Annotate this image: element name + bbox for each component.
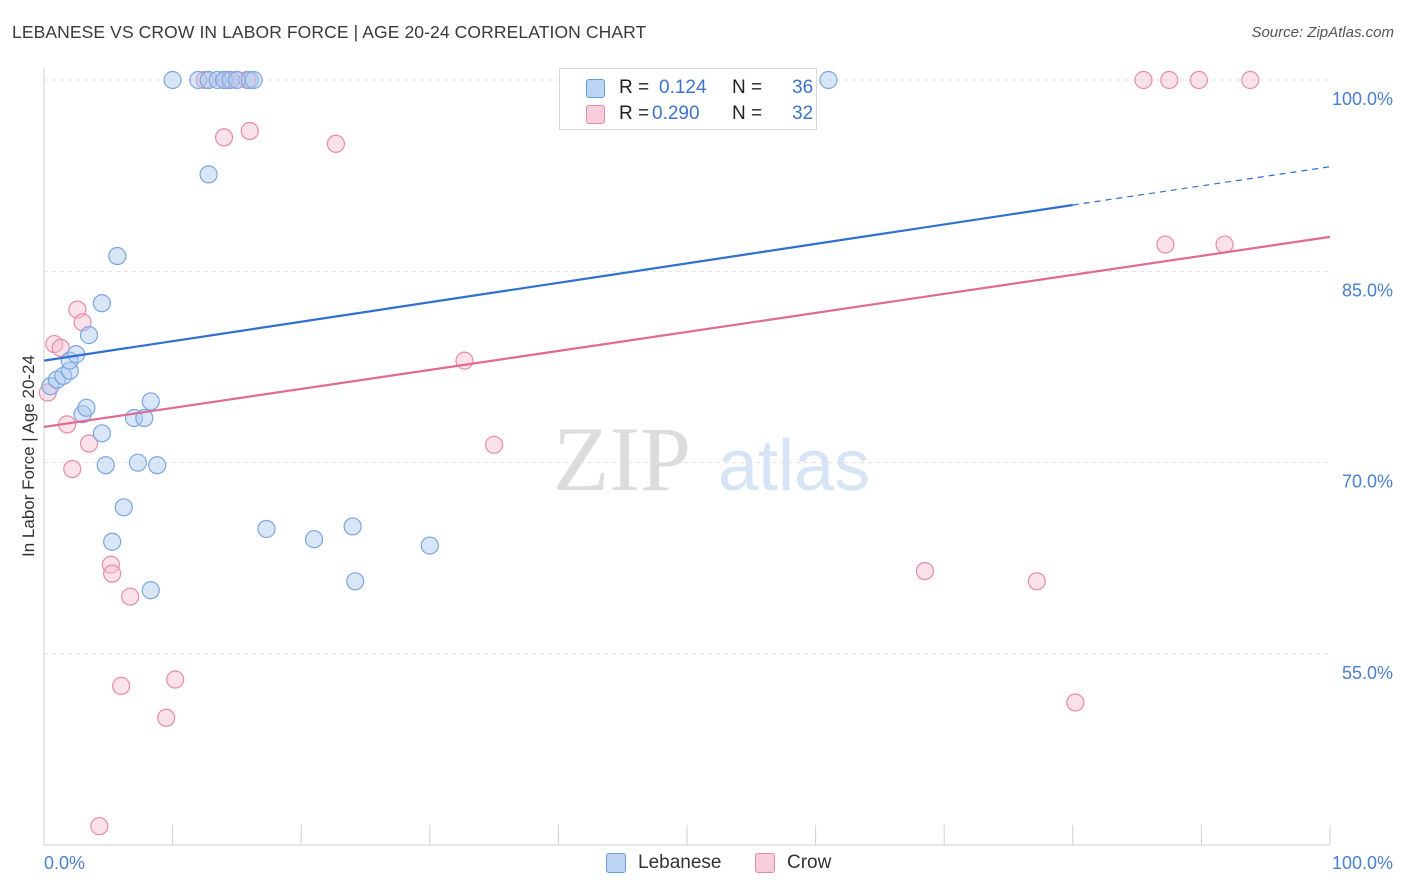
data-point-crow <box>195 70 214 90</box>
data-point-lebanese <box>60 361 79 380</box>
data-point-crow <box>63 459 82 479</box>
y-tick-label: 55.0% <box>1342 663 1393 683</box>
watermark-atlas: atlas <box>718 426 870 506</box>
series-legend: Lebanese Crow <box>0 852 1406 878</box>
data-point-lebanese <box>77 398 96 417</box>
data-point-lebanese <box>108 246 127 266</box>
legend-r-label: R = <box>619 77 650 98</box>
data-point-crow <box>79 434 99 453</box>
legend-swatch-lebanese <box>586 79 605 98</box>
data-point-crow <box>1027 572 1046 591</box>
data-point-lebanese <box>92 424 111 443</box>
data-point-crow <box>166 670 185 689</box>
data-point-crow <box>214 128 234 147</box>
y-tick-label: 70.0% <box>1342 472 1393 492</box>
data-point-crow <box>1189 70 1208 90</box>
legend-swatch-lebanese <box>606 853 626 873</box>
watermark-zip: ZIP <box>553 408 691 510</box>
data-point-lebanese <box>214 70 234 90</box>
data-point-crow <box>121 587 140 606</box>
y-tick-label: 100.0% <box>1332 89 1393 109</box>
source-credit: Source: ZipAtlas.com <box>1251 24 1394 41</box>
legend-n-label: N = <box>732 77 763 98</box>
legend-n-label: N = <box>732 103 763 124</box>
data-point-crow <box>103 564 122 583</box>
series-lebanese-points <box>41 70 838 600</box>
y-tick-label: 85.0% <box>1342 280 1393 300</box>
data-point-crow <box>326 134 346 153</box>
legend-swatch-crow <box>586 105 605 124</box>
data-point-crow <box>51 338 70 357</box>
legend-r-value: 0.124 <box>659 77 707 98</box>
data-point-lebanese <box>346 572 365 591</box>
data-point-crow <box>1241 70 1260 90</box>
data-point-lebanese <box>141 392 160 411</box>
data-point-crow <box>1156 235 1175 254</box>
x-tick-label-min: 0.0% <box>44 853 85 873</box>
data-point-lebanese <box>304 530 324 549</box>
data-point-lebanese <box>208 70 227 90</box>
data-point-lebanese <box>257 519 276 539</box>
data-point-lebanese <box>240 70 259 90</box>
watermark: ZIP atlas <box>553 408 870 510</box>
legend-n-value: 36 <box>792 77 814 98</box>
grid-lines <box>44 79 1330 655</box>
data-point-lebanese <box>343 517 362 536</box>
data-point-lebanese <box>819 70 838 90</box>
legend-n-value: 32 <box>792 103 814 124</box>
data-point-crow <box>1134 70 1153 90</box>
trend-line-extension-lebanese <box>1072 166 1331 206</box>
data-point-lebanese <box>114 498 133 517</box>
data-point-lebanese <box>141 581 160 600</box>
data-point-lebanese <box>96 456 115 475</box>
x-ticks <box>172 825 1331 845</box>
trend-line-lebanese <box>43 203 1073 362</box>
trend-lines <box>43 166 1331 429</box>
data-point-crow <box>915 561 935 581</box>
x-tick-labels: 0.0% 100.0% <box>44 853 1393 873</box>
legend-swatch-crow <box>755 853 775 873</box>
data-point-lebanese <box>221 70 240 90</box>
data-point-crow <box>485 435 504 454</box>
data-point-crow <box>90 817 109 836</box>
chart-title: LEBANESE VS CROW IN LABOR FORCE | AGE 20… <box>12 22 647 42</box>
data-point-crow <box>1160 70 1179 90</box>
y-tick-labels: 55.0% 70.0% 85.0% 100.0% <box>1332 89 1393 683</box>
data-point-lebanese <box>244 70 263 90</box>
legend-r-value: 0.290 <box>652 103 700 124</box>
data-point-crow <box>112 676 131 695</box>
data-point-lebanese <box>420 536 439 555</box>
data-point-crow <box>157 708 176 727</box>
legend-label-lebanese: Lebanese <box>638 852 722 873</box>
data-point-lebanese <box>199 165 218 184</box>
data-point-lebanese <box>163 70 182 90</box>
legend-r-label: R = <box>619 103 650 124</box>
data-point-lebanese <box>103 532 122 551</box>
legend-label-crow: Crow <box>787 852 832 873</box>
trend-line-crow <box>43 235 1331 429</box>
y-axis-label: In Labor Force | Age 20-24 <box>19 355 38 557</box>
data-point-lebanese <box>79 326 99 345</box>
data-point-lebanese <box>148 456 167 475</box>
data-point-lebanese <box>92 294 111 313</box>
data-point-lebanese <box>189 70 208 90</box>
data-point-lebanese <box>128 453 147 472</box>
data-point-crow <box>1066 693 1085 712</box>
x-tick-label-max: 100.0% <box>1332 853 1393 873</box>
data-point-crow <box>240 121 259 141</box>
stats-legend: R = 0.124 N = 36 R = 0.290 N = 32 <box>559 68 817 130</box>
